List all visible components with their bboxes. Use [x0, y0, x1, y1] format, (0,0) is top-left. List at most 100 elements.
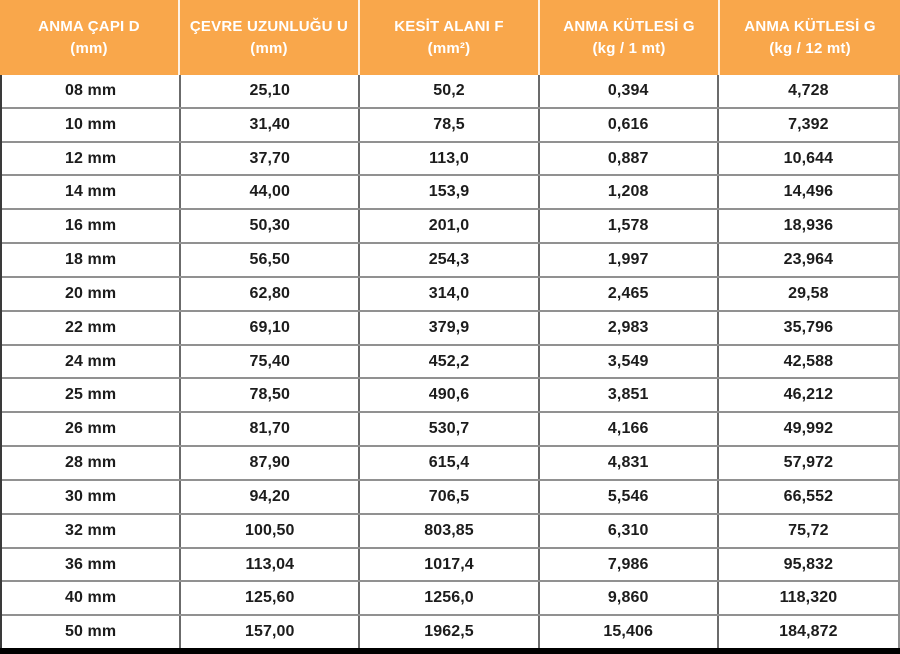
table-cell: 69,10	[181, 311, 361, 344]
table-cell: 18 mm	[2, 244, 182, 276]
table-cell: 25 mm	[2, 379, 182, 412]
table-cell: 0,616	[540, 108, 719, 141]
table-cell: 3,549	[540, 345, 719, 378]
table-cell: 42,588	[783, 352, 834, 370]
table-cell: 29,58	[788, 284, 829, 302]
table-cell: 0,887	[540, 142, 719, 175]
table-cell: 615,4	[360, 447, 540, 479]
table-cell: 28 mm	[2, 447, 182, 479]
header-unit: (mm)	[250, 39, 288, 57]
header-cell-anma-kutlesi-12mt: ANMA KÜTLESİ G (kg / 12 mt)	[720, 0, 900, 75]
table-cell: 16 mm	[2, 210, 182, 243]
table-cell: 452,2	[360, 345, 540, 378]
table-cell: 46,212	[783, 386, 834, 404]
table-cell: 18,936	[783, 217, 834, 235]
header-cell-kesit-alani: KESİT ALANI F (mm²)	[360, 0, 540, 75]
table-row: 50 mm 157,00 1962,5 15,406 184,872	[2, 616, 898, 649]
table-row: 32 mm 100,50 803,85 6,310 75,72	[2, 514, 898, 549]
table-cell: 4,831	[540, 447, 719, 479]
table-cell: 9,860	[540, 582, 719, 615]
table-cell: 125,60	[181, 582, 361, 615]
table-cell: 37,70	[181, 142, 361, 175]
table-cell: 66,552	[783, 487, 834, 505]
table-cell: 50 mm	[2, 616, 182, 649]
header-title: ANMA KÜTLESİ G	[744, 17, 876, 35]
table-cell: 23,964	[783, 251, 834, 269]
table-cell: 1017,4	[360, 548, 540, 581]
table-cell: 490,6	[360, 379, 540, 412]
table-cell: 26 mm	[2, 413, 182, 446]
table-cell: 314,0	[360, 277, 540, 310]
table-cell: 08 mm	[2, 75, 182, 107]
table-cell: 10,644	[783, 149, 834, 167]
header-title: ANMA ÇAPI D	[38, 17, 140, 35]
table-cell: 6,310	[540, 514, 719, 547]
table-cell: 4,166	[540, 413, 719, 446]
header-cell-cevre-uzunlugu: ÇEVRE UZUNLUĞU U (mm)	[180, 0, 360, 75]
table-cell: 113,04	[181, 548, 361, 581]
table-cell: 706,5	[360, 480, 540, 513]
table-row: 18 mm 56,50 254,3 1,997 23,964	[2, 244, 898, 278]
table-cell: 49,992	[783, 420, 834, 438]
table-cell: 95,832	[783, 555, 834, 573]
table-row: 16 mm 50,30 201,0 1,578 18,936	[2, 210, 898, 245]
table-cell: 7,392	[788, 115, 829, 133]
table-cell: 10 mm	[2, 108, 182, 141]
table-row: 14 mm 44,00 153,9 1,208 14,496	[2, 176, 898, 211]
table-cell: 20 mm	[2, 277, 182, 310]
table-cell: 32 mm	[2, 514, 182, 547]
table-cell: 803,85	[360, 514, 540, 547]
header-cell-anma-capi: ANMA ÇAPI D (mm)	[0, 0, 180, 75]
header-title: KESİT ALANI F	[394, 17, 504, 35]
table-cell: 94,20	[181, 480, 361, 513]
header-title: ANMA KÜTLESİ G	[563, 17, 695, 35]
table-row: 25 mm 78,50 490,6 3,851 46,212	[2, 379, 898, 414]
table-row: 26 mm 81,70 530,7 4,166 49,992	[2, 413, 898, 448]
table-row: 30 mm 94,20 706,5 5,546 66,552	[2, 480, 898, 515]
table-cell: 57,972	[783, 454, 834, 472]
table-cell: 1256,0	[360, 582, 540, 615]
table-row: 36 mm 113,04 1017,4 7,986 95,832	[2, 548, 898, 583]
table-header-row: ANMA ÇAPI D (mm) ÇEVRE UZUNLUĞU U (mm) K…	[0, 0, 900, 75]
table-cell: 62,80	[181, 277, 361, 310]
table-cell: 201,0	[360, 210, 540, 243]
table-cell: 153,9	[360, 176, 540, 209]
table-cell: 30 mm	[2, 480, 182, 513]
table-cell: 24 mm	[2, 345, 182, 378]
table-cell: 1962,5	[360, 616, 540, 649]
table-cell: 184,872	[779, 623, 838, 641]
table-cell: 5,546	[540, 480, 719, 513]
table-cell: 0,394	[540, 75, 719, 107]
header-unit: (kg / 12 mt)	[769, 39, 851, 57]
table-cell: 2,465	[540, 277, 719, 310]
table-cell: 113,0	[360, 142, 540, 175]
table-cell: 100,50	[181, 514, 361, 547]
table-row: 22 mm 69,10 379,9 2,983 35,796	[2, 311, 898, 346]
table-cell: 31,40	[181, 108, 361, 141]
table-cell: 379,9	[360, 311, 540, 344]
table-cell: 44,00	[181, 176, 361, 209]
table-cell: 14 mm	[2, 176, 182, 209]
table-cell: 50,2	[360, 75, 540, 107]
table-cell: 40 mm	[2, 582, 182, 615]
table-cell: 81,70	[181, 413, 361, 446]
table-cell: 35,796	[783, 318, 834, 336]
header-unit: (kg / 1 mt)	[592, 39, 666, 57]
header-cell-anma-kutlesi-1mt: ANMA KÜTLESİ G (kg / 1 mt)	[540, 0, 720, 75]
table-cell: 530,7	[360, 413, 540, 446]
table-cell: 78,50	[181, 379, 361, 412]
header-title: ÇEVRE UZUNLUĞU U	[189, 17, 349, 35]
table-cell: 118,320	[779, 589, 838, 607]
table-body: 08 mm 25,10 50,2 0,394 4,728 10 mm 31,40 78,5 0,…	[0, 75, 900, 649]
table-cell: 157,00	[181, 616, 361, 649]
table-row: 12 mm 37,70 113,0 0,887 10,644	[2, 142, 898, 177]
header-unit: (mm²)	[427, 39, 471, 57]
table-row: 10 mm 31,40 78,5 0,616 7,392	[2, 108, 898, 143]
table-cell: 1,578	[540, 210, 719, 243]
table-row: 40 mm 125,60 1256,0 9,860 118,320	[2, 582, 898, 617]
table-cell: 15,406	[540, 616, 719, 649]
table-cell: 78,5	[360, 108, 540, 141]
table-cell: 56,50	[181, 244, 361, 276]
table-row: 08 mm 25,10 50,2 0,394 4,728	[2, 75, 898, 109]
